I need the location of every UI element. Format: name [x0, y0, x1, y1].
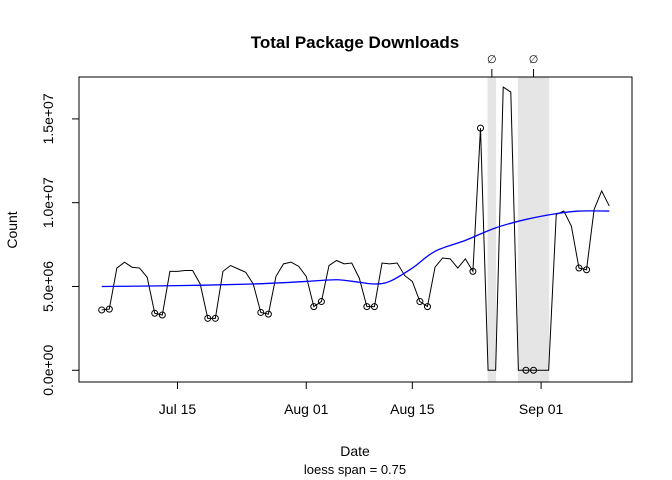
weekend-point	[264, 310, 272, 318]
missing-marker: ∅	[529, 54, 539, 66]
x-axis-label: Date	[340, 443, 370, 459]
subtitle: loess span = 0.75	[304, 462, 406, 477]
weekend-point	[522, 366, 530, 374]
weekend-point	[105, 305, 113, 313]
weekend-point	[575, 264, 583, 272]
weekend-point	[317, 298, 325, 306]
weekend-point	[310, 303, 318, 311]
chart-title: Total Package Downloads	[251, 33, 459, 52]
missing-band	[517, 77, 550, 382]
x-tick-label: Aug 01	[284, 401, 329, 417]
y-axis-label: Count	[4, 211, 20, 248]
x-tick-label: Jul 15	[159, 401, 197, 417]
weekend-point	[204, 314, 212, 322]
weekend-point	[476, 124, 484, 132]
weekend-point	[363, 303, 371, 311]
x-tick-label: Aug 15	[390, 401, 435, 417]
y-tick-label: 1.0e+07	[40, 177, 56, 228]
axes: ∅ ∅ Jul 15 Aug 01 Aug 15 Sep 01 0.0e+00 5.0e+06…	[40, 54, 563, 417]
y-tick-label: 5.0e+06	[40, 261, 56, 312]
weekend-point	[151, 309, 159, 317]
plot-frame	[78, 76, 633, 383]
weekend-point	[423, 303, 431, 311]
y-tick-label: 1.5e+07	[40, 93, 56, 144]
weekend-point	[583, 266, 591, 274]
weekend-point	[370, 303, 378, 311]
weekend-point	[469, 267, 477, 275]
weekend-point	[257, 308, 265, 316]
loess-curve	[101, 210, 610, 288]
y-tick-label: 0.0e+00	[40, 345, 56, 396]
x-tick-label: Sep 01	[519, 401, 564, 417]
weekend-point	[98, 306, 106, 314]
missing-marker: ∅	[487, 54, 497, 66]
weekend-point	[416, 298, 424, 306]
weekend-point	[211, 314, 219, 322]
series-layer	[98, 86, 610, 374]
weekend-point	[158, 311, 166, 319]
downloads-line	[101, 86, 610, 371]
weekend-point	[530, 366, 538, 374]
